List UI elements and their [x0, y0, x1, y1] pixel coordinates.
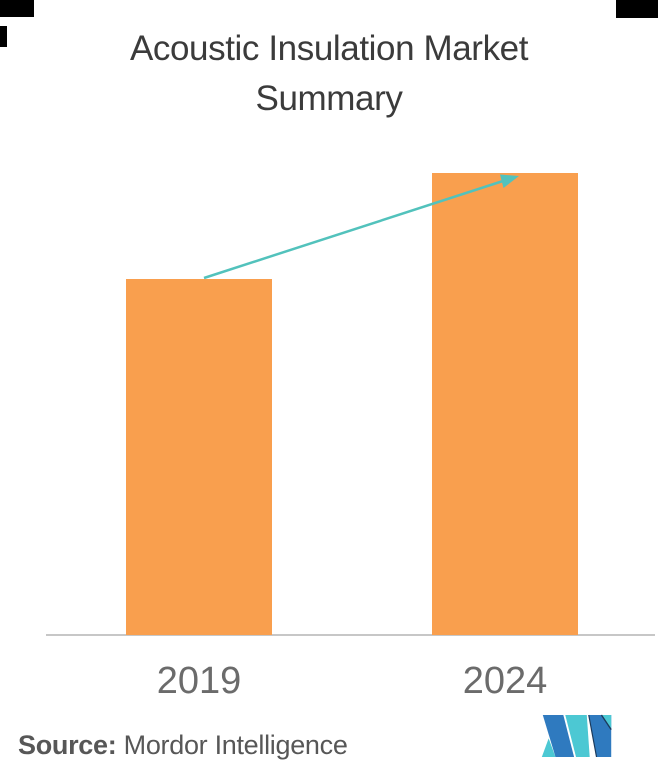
- mordor-intelligence-logo-icon: [541, 714, 612, 757]
- source-label: Source:: [18, 730, 117, 760]
- source-name: Mordor Intelligence: [116, 730, 348, 760]
- bar-2019: [126, 279, 272, 635]
- chart-title-line1: Acoustic Insulation Market: [129, 29, 529, 68]
- bar-2024: [432, 173, 578, 635]
- source-note: Source: Mordor Intelligence: [18, 730, 348, 761]
- scan-artifact-left-edge: [0, 26, 7, 47]
- scan-artifact-top-right: [616, 0, 658, 18]
- x-label-2019: 2019: [156, 660, 242, 702]
- x-label-2024: 2024: [462, 660, 548, 702]
- chart-title-line2: Summary: [255, 79, 403, 118]
- x-axis-line: [46, 634, 655, 636]
- chart-title: Acoustic Insulation Market Summary: [0, 24, 658, 124]
- scan-artifact-top-left: [0, 0, 34, 17]
